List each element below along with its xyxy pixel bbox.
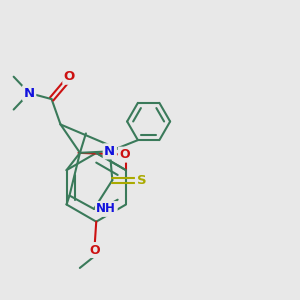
Text: O: O xyxy=(89,244,100,256)
Text: NH: NH xyxy=(96,202,116,215)
Text: N: N xyxy=(104,145,116,158)
Text: S: S xyxy=(136,174,146,187)
Text: O: O xyxy=(119,148,130,161)
Text: N: N xyxy=(24,87,35,100)
Text: O: O xyxy=(64,70,75,83)
